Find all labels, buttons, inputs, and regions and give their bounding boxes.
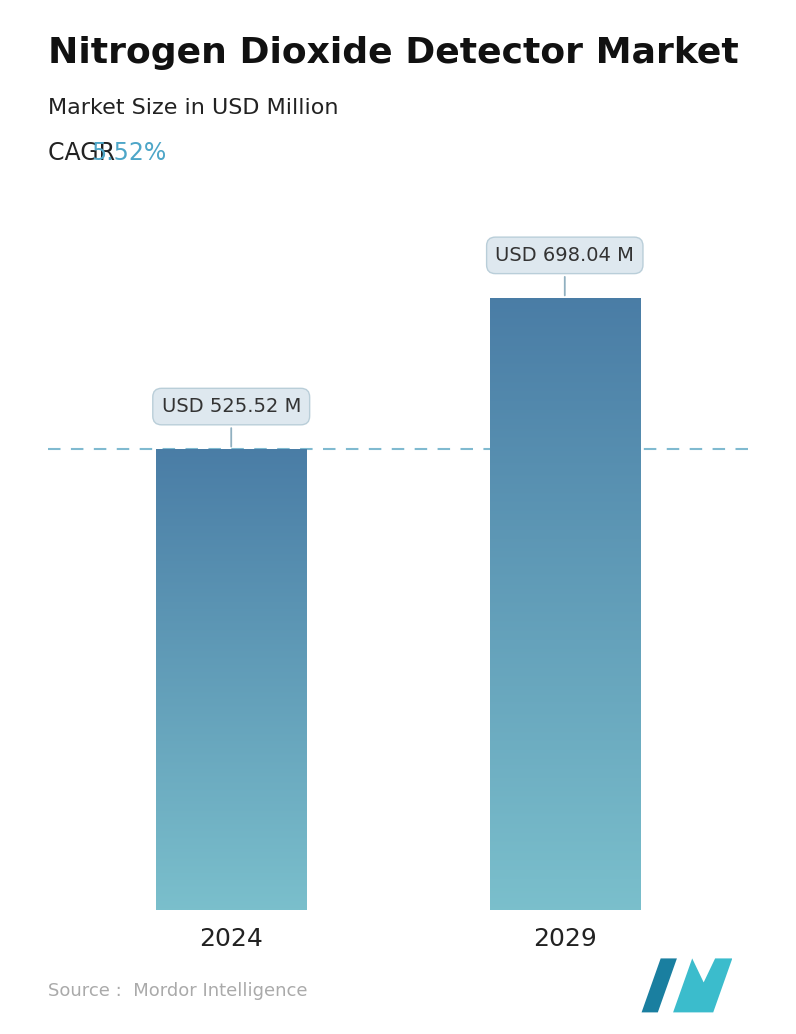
Text: USD 698.04 M: USD 698.04 M [495, 246, 634, 296]
Text: Source :  Mordor Intelligence: Source : Mordor Intelligence [48, 982, 307, 1000]
Text: CAGR: CAGR [48, 141, 123, 164]
Text: USD 525.52 M: USD 525.52 M [162, 397, 301, 447]
Text: 5.52%: 5.52% [92, 141, 167, 164]
Polygon shape [642, 959, 677, 1012]
Polygon shape [673, 959, 732, 1012]
Text: Market Size in USD Million: Market Size in USD Million [48, 98, 338, 118]
Text: Nitrogen Dioxide Detector Market: Nitrogen Dioxide Detector Market [48, 36, 739, 70]
